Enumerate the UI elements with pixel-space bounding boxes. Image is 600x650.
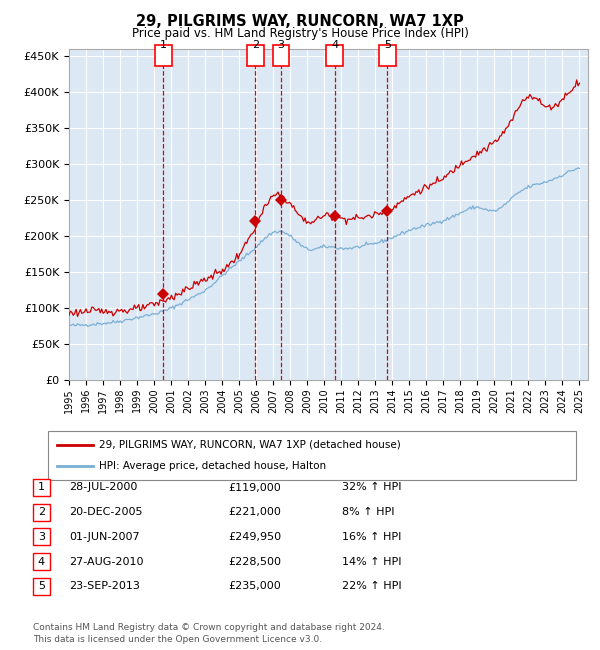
Text: 16% ↑ HPI: 16% ↑ HPI bbox=[342, 532, 401, 542]
Text: 23-SEP-2013: 23-SEP-2013 bbox=[69, 581, 140, 592]
Text: HPI: Average price, detached house, Halton: HPI: Average price, detached house, Halt… bbox=[99, 461, 326, 471]
Text: 4: 4 bbox=[38, 556, 45, 567]
Text: 27-AUG-2010: 27-AUG-2010 bbox=[69, 556, 143, 567]
Text: 1: 1 bbox=[38, 482, 45, 493]
Text: 22% ↑ HPI: 22% ↑ HPI bbox=[342, 581, 401, 592]
Text: £221,000: £221,000 bbox=[228, 507, 281, 517]
Text: £228,500: £228,500 bbox=[228, 556, 281, 567]
Text: 20-DEC-2005: 20-DEC-2005 bbox=[69, 507, 143, 517]
Text: 5: 5 bbox=[38, 581, 45, 592]
Text: 14% ↑ HPI: 14% ↑ HPI bbox=[342, 556, 401, 567]
Text: 01-JUN-2007: 01-JUN-2007 bbox=[69, 532, 140, 542]
Text: £235,000: £235,000 bbox=[228, 581, 281, 592]
Text: 2: 2 bbox=[252, 40, 259, 51]
Text: 29, PILGRIMS WAY, RUNCORN, WA7 1XP: 29, PILGRIMS WAY, RUNCORN, WA7 1XP bbox=[136, 14, 464, 29]
Text: £249,950: £249,950 bbox=[228, 532, 281, 542]
Text: This data is licensed under the Open Government Licence v3.0.: This data is licensed under the Open Gov… bbox=[33, 634, 322, 644]
Text: 3: 3 bbox=[277, 40, 284, 51]
Text: 32% ↑ HPI: 32% ↑ HPI bbox=[342, 482, 401, 493]
Text: 28-JUL-2000: 28-JUL-2000 bbox=[69, 482, 137, 493]
Text: 2: 2 bbox=[38, 507, 45, 517]
Text: 1: 1 bbox=[160, 40, 167, 51]
Text: 3: 3 bbox=[38, 532, 45, 542]
Text: £119,000: £119,000 bbox=[228, 482, 281, 493]
Text: 8% ↑ HPI: 8% ↑ HPI bbox=[342, 507, 395, 517]
Text: Price paid vs. HM Land Registry's House Price Index (HPI): Price paid vs. HM Land Registry's House … bbox=[131, 27, 469, 40]
Text: 29, PILGRIMS WAY, RUNCORN, WA7 1XP (detached house): 29, PILGRIMS WAY, RUNCORN, WA7 1XP (deta… bbox=[99, 439, 401, 450]
Text: 5: 5 bbox=[384, 40, 391, 51]
Text: Contains HM Land Registry data © Crown copyright and database right 2024.: Contains HM Land Registry data © Crown c… bbox=[33, 623, 385, 632]
Text: 4: 4 bbox=[331, 40, 338, 51]
